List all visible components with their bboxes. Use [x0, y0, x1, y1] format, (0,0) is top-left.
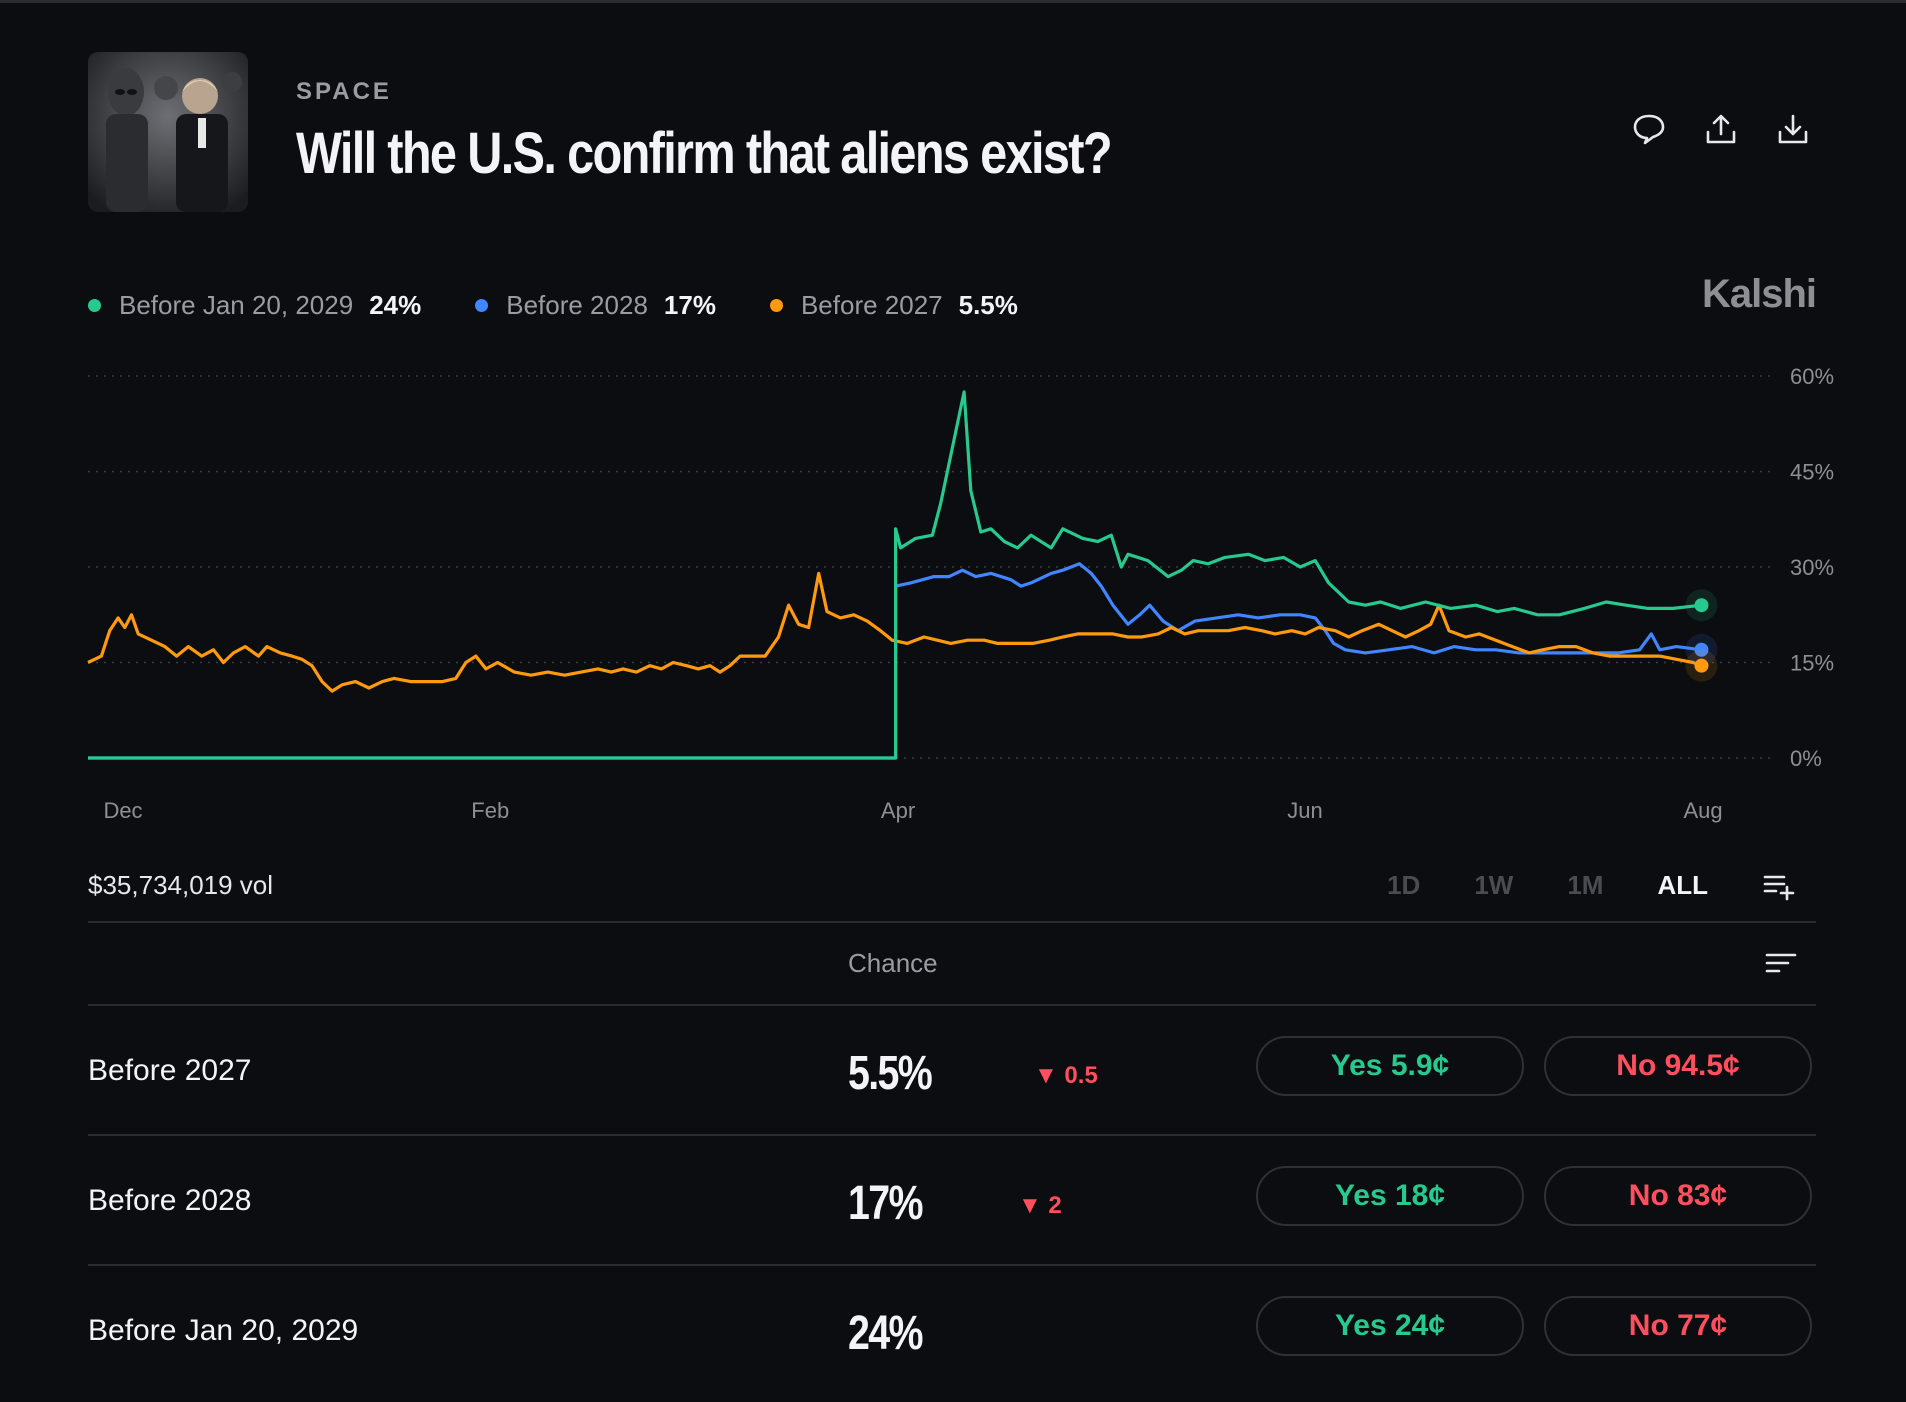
- y-tick-label: 45%: [1790, 460, 1834, 485]
- legend-label: Before 2028: [506, 290, 648, 320]
- table-row[interactable]: Before Jan 20, 2029 24% Yes 24¢ No 77¢: [88, 1272, 1816, 1402]
- x-tick-label: Dec: [103, 798, 142, 823]
- series-line: [88, 562, 1702, 760]
- legend-item[interactable]: Before Jan 20, 2029 24%: [88, 290, 421, 321]
- legend-dot: [88, 299, 101, 312]
- divider: [88, 1004, 1816, 1006]
- row-delta: ▼ 2: [1018, 1192, 1062, 1219]
- series-line: [88, 390, 1702, 760]
- no-button[interactable]: No 83¢: [1544, 1166, 1812, 1226]
- row-chance: 24%: [848, 1307, 924, 1360]
- legend-value: 24%: [369, 290, 422, 320]
- market-thumbnail: [88, 52, 248, 212]
- top-border: [0, 0, 1906, 3]
- y-tick-label: 60%: [1790, 364, 1834, 389]
- y-tick-label: 30%: [1790, 555, 1834, 580]
- series-end-dot: [1694, 658, 1709, 673]
- y-tick-label: 0%: [1790, 746, 1822, 771]
- range-1m[interactable]: 1M: [1567, 870, 1604, 900]
- no-button[interactable]: No 94.5¢: [1544, 1036, 1812, 1096]
- row-name: Before 2028: [88, 1184, 252, 1217]
- row-name: Before 2027: [88, 1054, 252, 1087]
- row-chance: 5.5%: [848, 1047, 933, 1100]
- brand-logo: Kalshi: [1701, 272, 1817, 316]
- yes-button[interactable]: Yes 5.9¢: [1256, 1036, 1524, 1096]
- download-icon[interactable]: [1776, 112, 1810, 146]
- legend-item[interactable]: Before 2027 5.5%: [769, 290, 1018, 321]
- divider: [88, 921, 1816, 923]
- legend-label: Before Jan 20, 2029: [119, 290, 354, 320]
- x-tick-label: Jun: [1287, 798, 1322, 823]
- yes-button[interactable]: Yes 18¢: [1256, 1166, 1524, 1226]
- page-title: Will the U.S. confirm that aliens exist?: [296, 121, 1113, 186]
- row-chance: 17%: [848, 1177, 924, 1230]
- table-row[interactable]: Before 2027 5.5% ▼ 0.5 Yes 5.9¢ No 94.5¢: [88, 1012, 1816, 1142]
- range-1d[interactable]: 1D: [1387, 870, 1421, 900]
- legend-value: 17%: [663, 290, 716, 320]
- row-delta: ▼ 0.5: [1034, 1062, 1098, 1089]
- range-1w[interactable]: 1W: [1474, 870, 1514, 900]
- chart-legend: Before Jan 20, 2029 24% Before 2028 17% …: [88, 290, 1072, 321]
- row-name: Before Jan 20, 2029: [88, 1314, 359, 1347]
- chance-column-header: Chance: [848, 948, 938, 978]
- table-row[interactable]: Before 2028 17% ▼ 2 Yes 18¢ No 83¢: [88, 1142, 1816, 1272]
- x-tick-label: Feb: [471, 798, 509, 823]
- volume-label: $35,734,019 vol: [88, 870, 274, 900]
- x-tick-label: Aug: [1683, 798, 1722, 823]
- series-end-dot: [1694, 598, 1709, 613]
- series-end-dot: [1694, 642, 1709, 657]
- share-icon[interactable]: [1704, 112, 1738, 146]
- add-to-list-icon[interactable]: [1762, 871, 1796, 901]
- x-tick-label: Apr: [881, 798, 915, 823]
- divider: [88, 1264, 1816, 1266]
- yes-button[interactable]: Yes 24¢: [1256, 1296, 1524, 1356]
- legend-dot: [769, 299, 783, 312]
- range-selector: 1D 1W 1M ALL: [1387, 870, 1796, 901]
- series-line: [87, 571, 1703, 693]
- divider: [88, 1134, 1816, 1136]
- legend-label: Before 2027: [800, 290, 943, 320]
- price-chart: 60% 45% 30% 15% 0% Dec Feb Apr Jun Aug: [87, 364, 1834, 823]
- sort-icon[interactable]: [1764, 950, 1798, 978]
- no-button[interactable]: No 77¢: [1544, 1296, 1812, 1356]
- comment-icon[interactable]: [1632, 112, 1666, 146]
- legend-dot: [475, 299, 489, 312]
- legend-item[interactable]: Before 2028 17%: [475, 290, 716, 321]
- legend-value: 5.5%: [958, 290, 1018, 320]
- category-label: SPACE: [296, 78, 392, 105]
- y-tick-label: 15%: [1790, 651, 1834, 676]
- range-all[interactable]: ALL: [1657, 870, 1708, 900]
- header-actions: [1632, 112, 1810, 146]
